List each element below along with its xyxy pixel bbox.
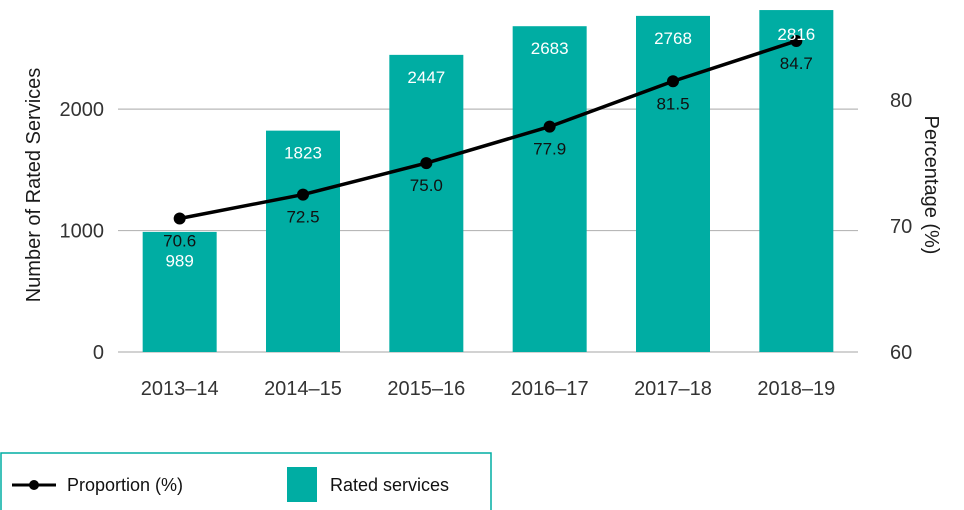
legend-label-proportion: Proportion (%) (67, 475, 183, 495)
line-value-label: 72.5 (286, 208, 319, 227)
x-tick-label: 2013–14 (141, 378, 219, 400)
value-labels: 989 1823 2447 2683 2768 2816 70.6 72.5 75.0 77.9 8… (163, 25, 815, 270)
bar-value-label: 2683 (531, 39, 569, 58)
gridlines (118, 108, 858, 353)
line-point (173, 212, 186, 225)
bar (512, 26, 587, 352)
line-point (543, 120, 556, 133)
y-tick-label: 1000 (60, 221, 105, 243)
y-axis-title: Number of Rated Services (23, 68, 45, 303)
line-point (790, 34, 803, 47)
y-tick-label: 2000 (60, 99, 105, 121)
bar (266, 130, 340, 352)
x-tick-label: 2016–17 (511, 378, 589, 400)
x-tick-label: 2018–19 (757, 378, 835, 400)
line-value-label: 70.6 (163, 232, 196, 251)
legend-label-rated-services: Rated services (330, 475, 449, 495)
x-tick-label: 2017–18 (634, 378, 712, 400)
y2-tick-label: 70 (890, 216, 912, 238)
x-tick-label: 2015–16 (387, 378, 465, 400)
bar (759, 10, 834, 353)
line-point (420, 157, 433, 170)
bar-series (142, 10, 834, 353)
legend: Proportion (%) Rated services (0, 452, 492, 510)
bar-value-label: 1823 (284, 144, 322, 163)
y-tick-label: 0 (93, 342, 104, 364)
line-point (667, 75, 679, 88)
proportion-line (179, 39, 797, 221)
legend-bar-swatch (287, 467, 317, 502)
bar-value-label: 2768 (654, 29, 692, 48)
bar (636, 15, 710, 353)
x-tick-label: 2014–15 (264, 378, 342, 400)
bar-value-label: 2447 (407, 68, 445, 87)
line-series (173, 34, 803, 225)
line-point (297, 188, 309, 201)
y2-tick-label: 60 (890, 342, 912, 364)
line-value-label: 77.9 (533, 140, 566, 159)
line-value-label: 75.0 (410, 176, 443, 195)
y2-axis-title: Percentage (%) (920, 116, 942, 255)
bar (142, 231, 217, 352)
legend-line-marker (29, 480, 39, 490)
bar (389, 54, 464, 352)
line-value-label: 84.7 (780, 54, 813, 73)
bar-value-label: 2816 (777, 25, 815, 44)
y2-tick-label: 80 (890, 90, 912, 112)
bar-value-label: 989 (165, 252, 193, 271)
line-value-label: 81.5 (656, 94, 689, 113)
axis-ticks: 0 1000 2000 60 70 80 2013–14 2014–15 2015–16 2016… (60, 90, 913, 400)
legend-box (0, 452, 492, 510)
